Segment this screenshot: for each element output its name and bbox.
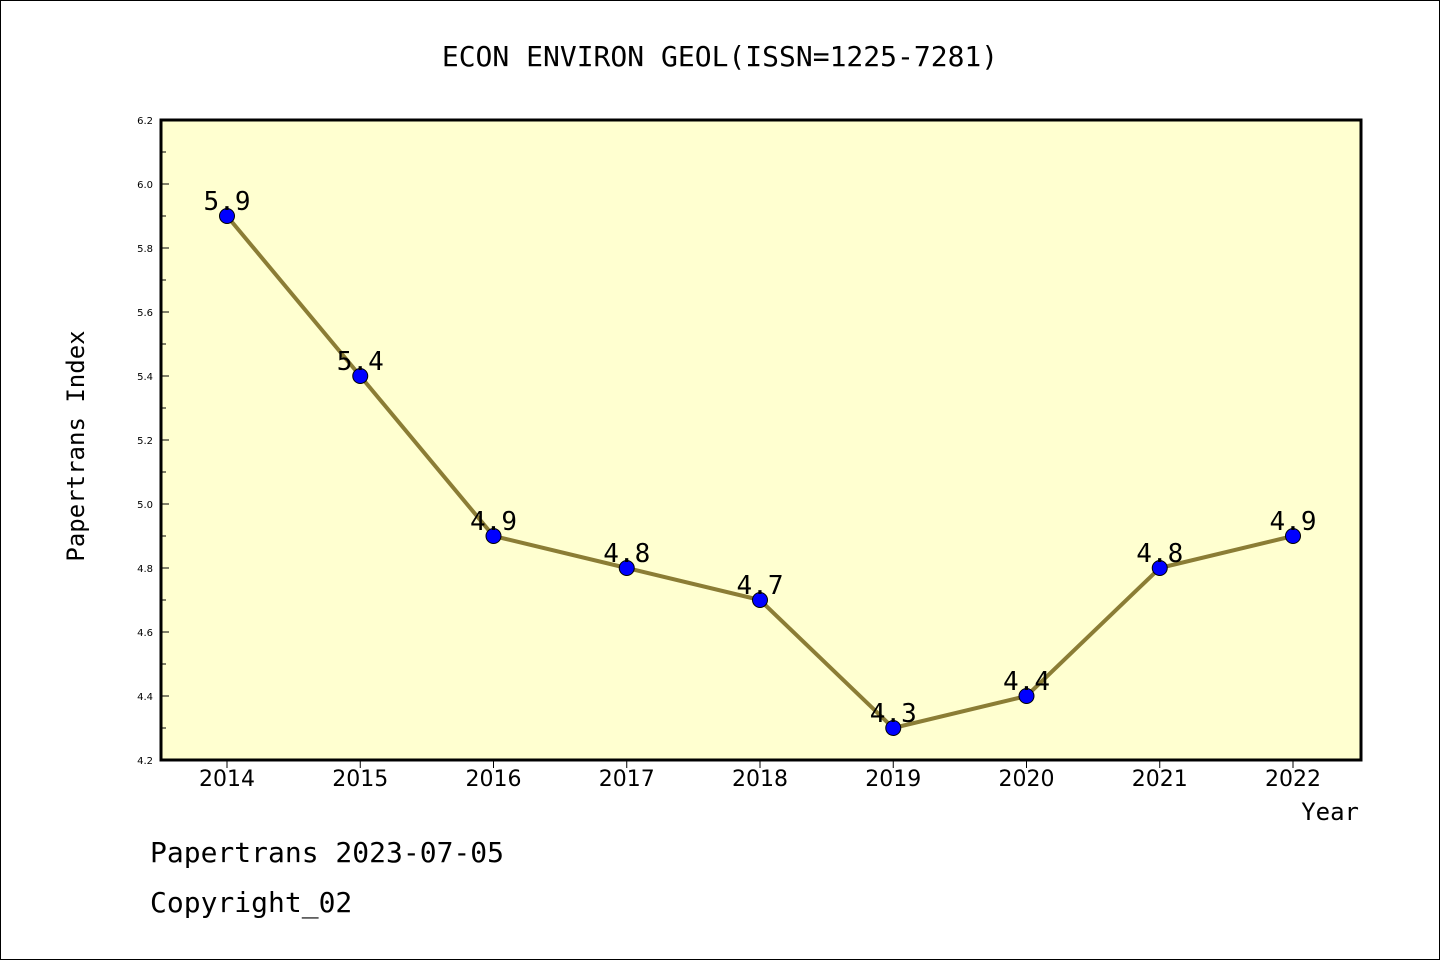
data-point [1151,560,1168,576]
data-labels: 5.9 5.4 4.9 4.8 4.7 4.3 4.4 4.8 4.9 [204,187,1317,729]
data-point [352,368,369,384]
data-label: 4.4 [1003,667,1050,697]
data-point [885,720,902,736]
data-label: 5.9 [204,187,251,217]
y-tick-label: 4.2 [137,756,153,767]
data-label: 4.7 [737,571,784,601]
x-tick-label: 2020 [999,767,1055,792]
plot-area [159,118,1363,762]
data-point [1285,528,1301,544]
data-points [219,208,1301,736]
y-tick-label: 5.6 [137,308,153,319]
x-tick-label: 2019 [865,767,921,792]
data-point [752,592,768,608]
data-point [485,528,502,544]
data-label: 5.4 [337,347,384,377]
footer-copyright: Copyright_02 [150,886,353,919]
x-tick-label: 2021 [1132,767,1188,792]
footer-date: Papertrans 2023-07-05 [150,836,505,869]
data-label: 4.3 [870,699,917,729]
x-tick-label: 2022 [1265,767,1321,792]
data-label: 4.8 [603,539,650,569]
y-axis: 4.2 4.4 4.6 4.8 5.0 5.2 5.4 5.6 5.8 6.0 6.2 [137,116,169,767]
chart-title: ECON ENVIRON GEOL(ISSN=1225-7281) [442,40,998,73]
data-point [618,560,635,576]
x-tick-label: 2016 [466,767,522,792]
x-tick-label: 2014 [199,767,255,792]
data-point [1018,688,1035,704]
data-label: 4.9 [470,507,517,537]
x-tick-label: 2017 [599,767,655,792]
y-tick-label: 6.2 [137,116,153,127]
y-tick-label: 6.0 [137,180,153,191]
y-tick-label: 4.6 [137,628,153,639]
x-axis: 2014 2015 2016 2017 2018 2019 2020 2021 2022 [199,760,1321,792]
x-axis-label: Year [1301,798,1359,826]
data-label: 4.8 [1136,539,1183,569]
x-tick-label: 2015 [332,767,388,792]
data-point [219,208,235,224]
x-tick-label: 2018 [732,767,788,792]
y-tick-label: 5.2 [137,436,153,447]
y-tick-label: 4.8 [137,564,153,575]
y-tick-label: 4.4 [137,692,153,703]
y-axis-label: Papertrans Index [62,330,90,561]
data-label: 4.9 [1270,507,1317,537]
y-tick-label: 5.8 [137,244,153,255]
y-tick-label: 5.4 [137,372,153,383]
y-tick-label: 5.0 [137,500,153,511]
